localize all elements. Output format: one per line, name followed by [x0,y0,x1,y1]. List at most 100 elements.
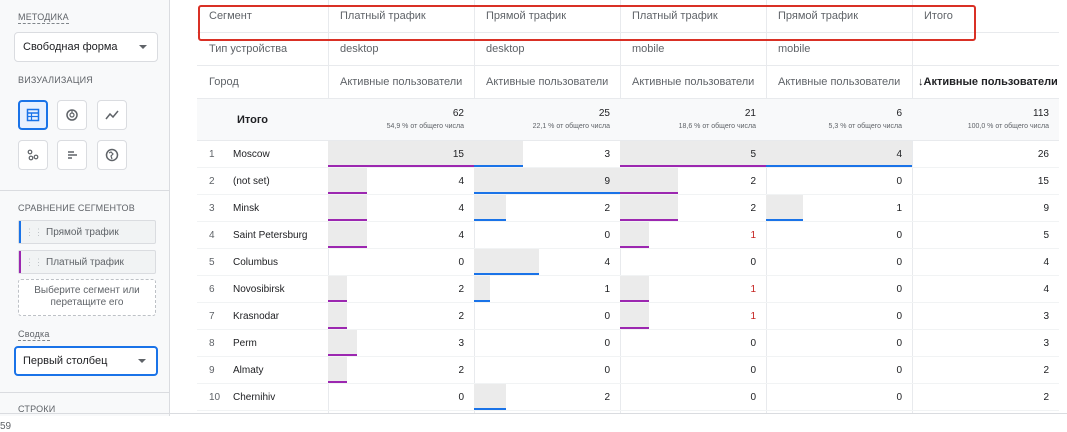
value-cell: 5 [620,141,766,167]
viz-bar-button[interactable] [57,140,87,170]
segment-chip-label: Прямой трафик [46,226,119,238]
table-row[interactable]: 1 Moscow 15 3 5 4 26 [197,141,1059,168]
value-text: 4 [458,175,464,187]
metric-header-cell[interactable]: Активные пользователи [486,76,609,88]
value-cell: 1 [766,195,912,221]
value-cell: 0 [474,303,620,329]
row-rank: 9 [209,364,215,376]
horizontal-scrollbar[interactable] [0,413,1067,414]
value-text: 2 [1043,391,1049,403]
value-cell: 4 [766,141,912,167]
metric-header-cell[interactable]: Активные пользователи [778,76,901,88]
segment-header-cell[interactable]: Прямой трафик [778,10,859,22]
drag-handle-icon[interactable]: ⋮⋮ [25,226,43,237]
segment-header-cell[interactable]: Итого [924,10,953,22]
donut-chart-icon [66,109,78,121]
value-cell: 0 [620,249,766,275]
row-rank: 3 [209,202,215,214]
value-bar [328,222,367,248]
value-text: 3 [1043,310,1049,322]
table-row[interactable]: 7 Krasnodar 2 0 1 0 3 [197,303,1059,330]
city-name: Minsk [233,202,260,214]
scatter-icon [27,149,39,161]
device-header-cell[interactable]: mobile [632,43,665,55]
value-text: 0 [750,364,756,376]
table-row[interactable]: 9 Almaty 2 0 0 0 2 [197,357,1059,384]
drop-hint-line: Выберите сегмент или [34,285,140,296]
viz-line-button[interactable] [97,100,127,130]
value-cell: 0 [620,384,766,410]
city-name: Columbus [233,256,279,268]
value-text: 3 [604,148,610,160]
value-cell: 2 [620,195,766,221]
value-cell: 0 [766,303,912,329]
value-bar-line [328,165,474,167]
value-cell: 0 [620,357,766,383]
table-row[interactable]: 4 Saint Petersburg 4 0 1 0 5 [197,222,1059,249]
segment-chip-label: Платный трафик [46,256,124,268]
total-percent: 5,3 % от общего числа [828,122,902,130]
device-header-cell[interactable]: desktop [486,43,525,55]
city-header-label[interactable]: Город [209,76,239,88]
value-bar [328,330,357,356]
value-text: 2 [604,391,610,403]
value-text: 2 [750,175,756,187]
segment-header-cell[interactable]: Платный трафик [632,10,718,22]
value-bar-line [328,192,367,194]
viz-scatter-button[interactable] [18,140,48,170]
device-header-cell[interactable]: desktop [340,43,379,55]
value-bar [328,276,347,302]
value-bar [474,141,523,167]
value-bar-line [620,192,678,194]
value-bar-line [328,354,357,356]
segment-chip-paid[interactable]: ⋮⋮ Платный трафик [18,250,156,274]
metric-header-cell[interactable]: Активные пользователи [340,76,463,88]
segment-chip-direct[interactable]: ⋮⋮ Прямой трафик [18,220,156,244]
city-cell: 3 Minsk [197,195,328,221]
table-row[interactable]: 10 Chernihiv 0 2 0 0 2 [197,384,1059,411]
segment-drop-zone[interactable]: Выберите сегмент или перетащите его [18,279,156,316]
table-row[interactable]: 6 Novosibirsk 2 1 1 0 4 [197,276,1059,303]
technique-dropdown[interactable]: Свободная форма [14,32,158,62]
row-rank: 1 [209,148,215,160]
value-bar [620,276,649,302]
value-text: 2 [458,283,464,295]
value-text: 0 [896,391,902,403]
divider [0,392,169,393]
viz-geo-button[interactable] [97,140,127,170]
viz-table-button[interactable] [18,100,48,130]
value-text: 2 [604,202,610,214]
value-cell: 4 [474,249,620,275]
table-row[interactable]: 5 Columbus 0 4 0 0 4 [197,249,1059,276]
table-row[interactable]: 2 (not set) 4 9 2 0 15 [197,168,1059,195]
city-cell: 1 Moscow [197,141,328,167]
value-text: 26 [1037,148,1049,160]
value-text: 0 [896,364,902,376]
value-text: 1 [604,283,610,295]
table-row[interactable]: 8 Perm 3 0 0 0 3 [197,330,1059,357]
segment-header-cell[interactable]: Прямой трафик [486,10,567,22]
city-cell: 9 Almaty [197,357,328,383]
viz-donut-button[interactable] [57,100,87,130]
total-value-cell: 4 [912,249,1059,275]
city-name: Almaty [233,364,264,376]
bar-chart-icon [68,151,77,159]
segment-header-cell[interactable]: Платный трафик [340,10,426,22]
value-bar-line [620,300,649,302]
total-value-cell: 5 [912,222,1059,248]
metric-header-cell[interactable]: Активные пользователи [632,76,755,88]
pivot-dropdown[interactable]: Первый столбец [14,346,158,376]
drop-hint-line: перетащите его [50,297,124,308]
value-text: 2 [1043,364,1049,376]
value-bar [328,357,347,383]
value-cell: 1 [474,276,620,302]
city-name: Perm [233,337,257,349]
value-cell: 1 [620,276,766,302]
drag-handle-icon[interactable]: ⋮⋮ [25,256,43,267]
metric-header-sorted[interactable]: ↓Активные пользователи [918,76,1058,88]
table-row[interactable]: 3 Minsk 4 2 2 1 9 [197,195,1059,222]
value-bar-line [328,300,347,302]
device-header-cell[interactable]: mobile [778,43,811,55]
value-cell: 0 [328,249,474,275]
value-text: 0 [750,337,756,349]
